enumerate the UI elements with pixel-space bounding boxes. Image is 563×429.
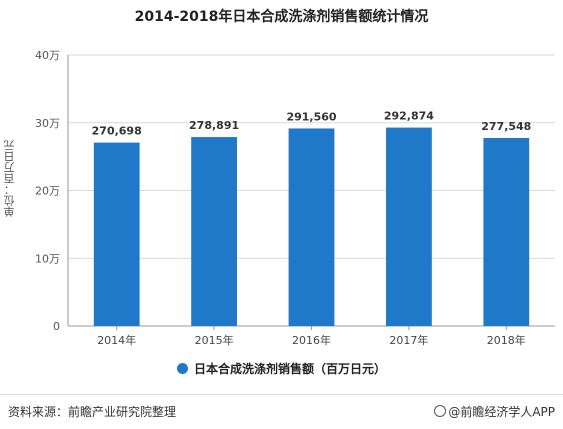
data-label: 291,560 bbox=[286, 110, 336, 123]
y-tick-label: 40万 bbox=[35, 49, 60, 62]
x-tick-label: 2018年 bbox=[487, 333, 526, 347]
legend-marker bbox=[176, 363, 188, 374]
chart-title: 2014-2018年日本合成洗涤剂销售额统计情况 bbox=[134, 9, 429, 25]
data-label: 270,698 bbox=[92, 125, 142, 138]
brand-text: @前瞻经济学人APP bbox=[448, 405, 555, 419]
bar-chart: 0 10万 20万 30万 40万 270,698 2014年 278,891 2015年 291… bbox=[35, 49, 555, 347]
data-label: 277,548 bbox=[481, 120, 531, 133]
footer: 资料来源：前瞻产业研究院整理 @前瞻经济学人APP bbox=[0, 394, 563, 429]
legend: 日本合成洗涤剂销售额（百万日元） bbox=[0, 360, 563, 377]
y-tick-label: 0 bbox=[53, 320, 60, 333]
bar bbox=[386, 127, 432, 326]
bar bbox=[93, 142, 140, 326]
y-tick-label: 20万 bbox=[35, 185, 60, 198]
y-tick-label: 10万 bbox=[35, 252, 60, 265]
data-label: 292,874 bbox=[384, 110, 434, 123]
x-tick-label: 2015年 bbox=[195, 333, 234, 347]
x-tick-label: 2017年 bbox=[389, 333, 428, 347]
legend-label: 日本合成洗涤剂销售额（百万日元） bbox=[193, 362, 386, 376]
y-tick-label: 30万 bbox=[35, 117, 60, 130]
data-label: 278,891 bbox=[189, 119, 239, 132]
bar bbox=[483, 137, 530, 326]
bar bbox=[191, 137, 237, 326]
x-tick-label: 2016年 bbox=[292, 333, 331, 347]
source-text: 资料来源：前瞻产业研究院整理 bbox=[8, 405, 177, 419]
bar bbox=[288, 128, 335, 326]
x-tick-label: 2014年 bbox=[97, 333, 136, 347]
brand-logo-icon bbox=[434, 405, 447, 417]
brand-credit: @前瞻经济学人APP bbox=[434, 403, 555, 420]
